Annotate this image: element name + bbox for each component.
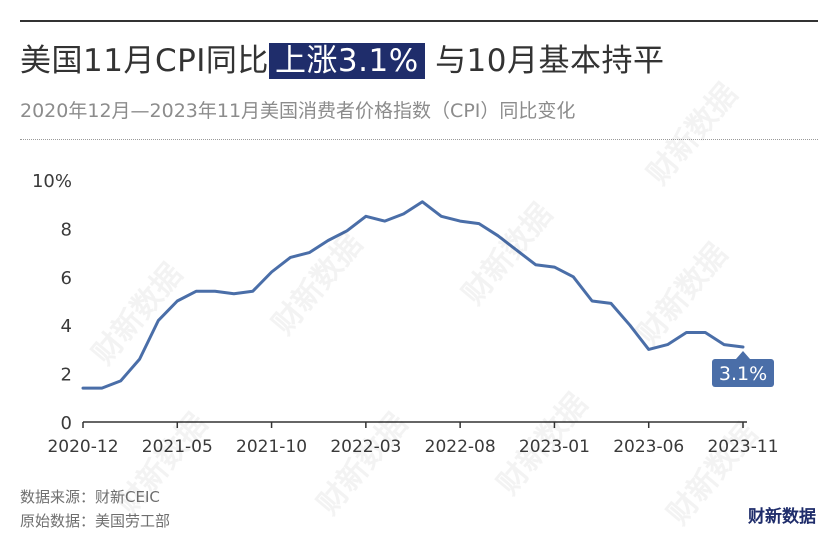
series-layer xyxy=(81,200,745,390)
cpi-series-line xyxy=(81,200,745,390)
x-tick-label: 2022-03 xyxy=(330,437,401,457)
y-tick-label: 0 xyxy=(61,413,72,434)
source-note: 数据来源：财新CEIC xyxy=(20,488,160,506)
x-tick-label: 2023-11 xyxy=(707,437,778,457)
title-post: 与10月基本持平 xyxy=(435,43,665,79)
chart-title: 美国11月CPI同比 上涨3.1% 与10月基本持平 xyxy=(20,40,665,82)
y-tick-label: 10% xyxy=(32,171,72,192)
y-tick-label: 8 xyxy=(61,219,72,240)
last-value-badge xyxy=(712,358,774,387)
divider xyxy=(20,139,818,140)
last-value-label: 3.1% xyxy=(719,363,767,385)
title-pre: 美国11月CPI同比 xyxy=(20,43,269,79)
brand-logo: 财新数据 xyxy=(748,507,816,527)
x-tick-label: 2020-12 xyxy=(47,437,118,457)
x-tick-label: 2023-06 xyxy=(613,437,684,457)
title-highlight: 上涨3.1% xyxy=(268,43,425,79)
x-tick-label: 2022-08 xyxy=(425,437,496,457)
chart-subtitle: 2020年12月—2023年11月美国消费者价格指数（CPI）同比变化 xyxy=(20,100,576,122)
last-value-pointer xyxy=(736,350,750,359)
x-axis: 2020-12 2021-05 2021-10 2022-03 2022-08 2023-… xyxy=(47,421,779,457)
x-tick-label: 2021-10 xyxy=(236,437,307,457)
y-tick-label: 6 xyxy=(61,268,72,289)
top-rule xyxy=(20,20,818,22)
original-data-note: 原始数据：美国劳工部 xyxy=(20,512,171,530)
y-tick-label: 2 xyxy=(61,365,72,386)
label-layer: 3.1% xyxy=(712,350,774,387)
y-tick-label: 4 xyxy=(61,316,72,337)
x-tick-label: 2021-05 xyxy=(142,437,213,457)
x-tick-label: 2023-01 xyxy=(519,437,590,457)
y-axis: 0 2 4 6 8 10% xyxy=(32,171,72,434)
